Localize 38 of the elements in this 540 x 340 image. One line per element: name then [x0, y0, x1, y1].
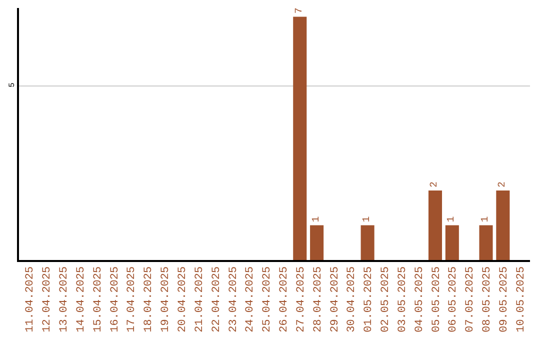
data-label: 2 — [430, 181, 441, 188]
data-label: 1 — [480, 216, 492, 222]
data-label: 1 — [446, 216, 458, 222]
x-tick-label: 09.05.2025 — [498, 266, 511, 332]
x-tick-label: 27.04.2025 — [295, 266, 308, 332]
x-tick-label: 14.04.2025 — [75, 266, 88, 332]
x-tick-label: 05.05.2025 — [430, 266, 443, 332]
x-tick-label: 01.05.2025 — [363, 266, 376, 332]
x-tick-label: 13.04.2025 — [58, 266, 71, 332]
data-label: 1 — [362, 216, 374, 222]
x-tick-label: 10.05.2025 — [515, 266, 528, 332]
x-tick-label: 04.05.2025 — [414, 266, 426, 332]
data-label: 2 — [497, 181, 508, 188]
x-tick-label: 20.04.2025 — [177, 266, 190, 332]
x-tick-label: 02.05.2025 — [380, 266, 392, 332]
x-tick-label: 18.04.2025 — [143, 266, 156, 332]
x-tick-label: 16.04.2025 — [109, 266, 122, 332]
x-tick-label: 29.04.2025 — [329, 266, 342, 332]
x-tick-label: 19.04.2025 — [160, 266, 172, 332]
x-tick-label: 06.05.2025 — [448, 266, 460, 332]
x-tick-label: 12.04.2025 — [42, 266, 54, 332]
x-tick-label: 21.04.2025 — [194, 266, 206, 332]
x-tick-label: 30.04.2025 — [346, 266, 358, 332]
x-tick-label: 22.04.2025 — [210, 266, 223, 332]
x-tick-label: 25.04.2025 — [262, 266, 274, 332]
x-tick-label: 07.05.2025 — [464, 266, 477, 332]
x-tick-label: 26.04.2025 — [278, 266, 291, 332]
y-tick-label: 5 — [8, 82, 17, 88]
x-tick-label: 08.05.2025 — [482, 266, 494, 332]
data-label: 7 — [294, 8, 306, 14]
x-tick-label: 28.04.2025 — [312, 266, 324, 332]
x-tick-label: 17.04.2025 — [126, 266, 138, 332]
x-tick-label: 23.04.2025 — [228, 266, 240, 332]
data-label: 1 — [311, 216, 322, 222]
x-tick-label: 24.04.2025 — [244, 266, 257, 332]
x-tick-label: 11.04.2025 — [24, 266, 37, 332]
x-tick-label: 15.04.2025 — [92, 266, 104, 332]
x-tick-label: 03.05.2025 — [396, 266, 409, 332]
